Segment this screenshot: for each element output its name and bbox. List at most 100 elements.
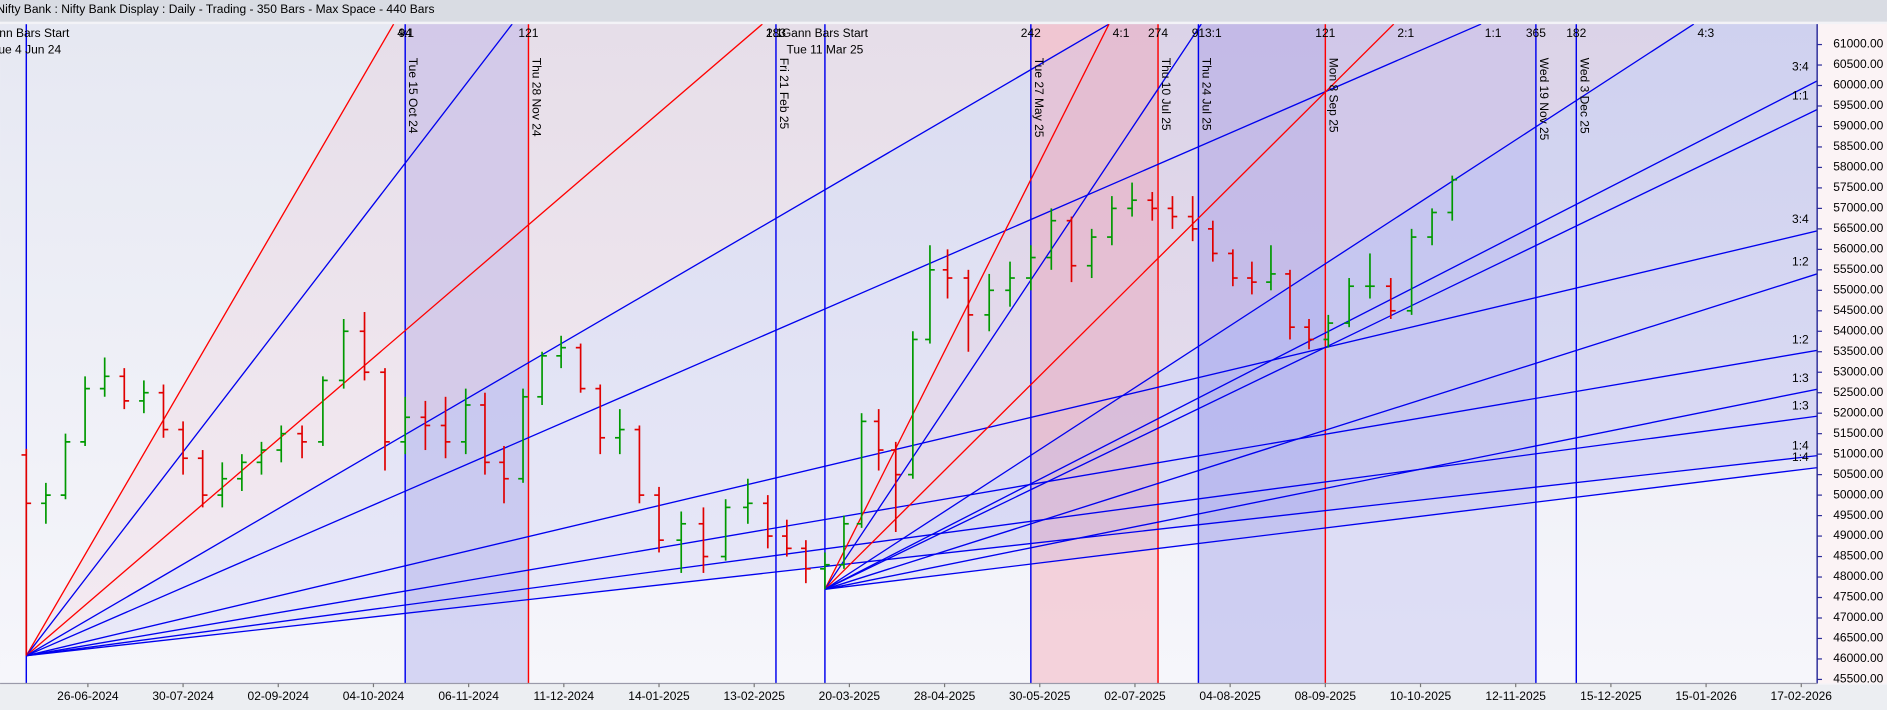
y-tick-label: 46000.00 bbox=[1833, 651, 1883, 665]
fan-line bbox=[25, 24, 1110, 657]
fan-label: 4:1 bbox=[397, 26, 414, 40]
fan-label: 3:4 bbox=[1792, 60, 1809, 74]
x-tick-label: 26-06-2024 bbox=[57, 689, 119, 703]
x-tick-label: 04-08-2025 bbox=[1199, 689, 1261, 703]
y-tick-label: 54000.00 bbox=[1833, 323, 1883, 337]
y-tick-label: 59500.00 bbox=[1833, 98, 1883, 112]
y-tick-label: 57500.00 bbox=[1833, 180, 1883, 194]
time-line-label: Tue 27 May 25 bbox=[1032, 58, 1046, 138]
y-tick-label: 58500.00 bbox=[1833, 139, 1883, 153]
fan-line bbox=[824, 388, 1818, 590]
time-line-label: Thu 24 Jul 25 bbox=[1199, 58, 1213, 131]
fan-label: 3:1 bbox=[1205, 26, 1222, 40]
fan-line bbox=[26, 455, 1818, 657]
x-tick-label: 12-11-2025 bbox=[1485, 689, 1546, 703]
y-tick-label: 60000.00 bbox=[1833, 78, 1883, 92]
y-tick-label: 53000.00 bbox=[1833, 364, 1883, 378]
y-tick-label: 59000.00 bbox=[1833, 119, 1883, 133]
x-tick-label: 30-07-2024 bbox=[152, 689, 214, 703]
y-tick-label: 47500.00 bbox=[1833, 590, 1883, 604]
fan-fill bbox=[26, 24, 1818, 656]
title-bar bbox=[0, 0, 1887, 22]
y-tick-label: 51500.00 bbox=[1833, 426, 1883, 440]
y-tick-label: 55500.00 bbox=[1833, 262, 1883, 276]
fan-label: 1:3 bbox=[1792, 399, 1809, 413]
fan-line bbox=[26, 230, 1818, 657]
fan-line bbox=[824, 24, 1202, 590]
bar-count-label: 274 bbox=[1148, 26, 1168, 40]
gann-start-title: Gann Bars Start bbox=[0, 26, 70, 40]
fan-label: 4:3 bbox=[1697, 26, 1714, 40]
fan-label: 4:1 bbox=[1113, 26, 1130, 40]
fan-label: 1:2 bbox=[1792, 254, 1809, 268]
date-axis-area bbox=[0, 684, 1887, 710]
y-tick-label: 54500.00 bbox=[1833, 303, 1883, 317]
y-tick-label: 51000.00 bbox=[1833, 446, 1883, 460]
fan-label: 2:1 bbox=[766, 26, 783, 40]
x-tick-label: 10-10-2025 bbox=[1390, 689, 1452, 703]
vertical-lines bbox=[25, 24, 1578, 684]
gann-start-date: Tue 11 Mar 25 bbox=[787, 43, 864, 57]
price-bars bbox=[21, 175, 1458, 656]
chart-title: Nifty Bank : Nifty Bank Display : Daily … bbox=[0, 2, 435, 16]
time-line-label: Mon 8 Sep 25 bbox=[1326, 58, 1340, 133]
price-axis-area bbox=[1818, 24, 1887, 684]
y-tick-label: 53500.00 bbox=[1833, 344, 1883, 358]
fan-label: 1:4 bbox=[1792, 450, 1809, 464]
bar-count-label: 365 bbox=[1526, 26, 1546, 40]
y-tick-label: 46500.00 bbox=[1833, 631, 1883, 645]
fan-label: 1:4 bbox=[1792, 438, 1809, 452]
time-line-label: Wed 19 Nov 25 bbox=[1537, 58, 1551, 141]
time-band bbox=[1030, 24, 1159, 684]
x-tick-label: 02-07-2025 bbox=[1104, 689, 1166, 703]
y-tick-label: 50500.00 bbox=[1833, 467, 1883, 481]
y-tick-label: 48000.00 bbox=[1833, 569, 1883, 583]
y-tick-label: 52000.00 bbox=[1833, 405, 1883, 419]
x-tick-label: 11-12-2024 bbox=[534, 689, 595, 703]
fan-line bbox=[824, 80, 1818, 590]
x-tick-label: 02-09-2024 bbox=[248, 689, 310, 703]
y-tick-label: 55000.00 bbox=[1833, 282, 1883, 296]
bar-count-label: 242 bbox=[1021, 26, 1041, 40]
y-tick-label: 56000.00 bbox=[1833, 242, 1883, 256]
fan-lines bbox=[25, 24, 1818, 657]
fan-label: 3:4 bbox=[1792, 212, 1809, 226]
y-tick-label: 50000.00 bbox=[1833, 487, 1883, 501]
y-tick-label: 48500.00 bbox=[1833, 549, 1883, 563]
time-line-label: Tue 15 Oct 24 bbox=[406, 58, 420, 134]
fan-line bbox=[824, 467, 1818, 590]
fan-fill bbox=[824, 24, 1818, 590]
y-tick-label: 45500.00 bbox=[1833, 672, 1883, 686]
bar-count-label: 91 bbox=[1192, 26, 1206, 40]
fan-line bbox=[26, 349, 1818, 657]
time-band bbox=[1198, 24, 1326, 684]
fan-label: 1:3 bbox=[1792, 371, 1809, 385]
y-tick-label: 58000.00 bbox=[1833, 160, 1883, 174]
fan-line bbox=[25, 24, 513, 657]
fan-line bbox=[25, 24, 395, 657]
fan-line bbox=[26, 415, 1818, 657]
fan-line bbox=[26, 24, 1482, 657]
x-tick-label: 13-02-2025 bbox=[723, 689, 785, 703]
fan-line bbox=[824, 24, 1110, 590]
time-line-label: Thu 28 Nov 24 bbox=[530, 58, 544, 137]
fan-line bbox=[824, 24, 1695, 590]
x-tick-label: 08-09-2025 bbox=[1295, 689, 1357, 703]
bar-count-label: 121 bbox=[518, 26, 538, 40]
x-tick-label: 15-01-2026 bbox=[1675, 689, 1737, 703]
y-tick-label: 49500.00 bbox=[1833, 508, 1883, 522]
time-line-label: Fri 21 Feb 25 bbox=[777, 58, 791, 130]
y-tick-label: 52500.00 bbox=[1833, 385, 1883, 399]
bar-count-label: 183 bbox=[766, 26, 786, 40]
x-tick-label: 04-10-2024 bbox=[343, 689, 405, 703]
axes bbox=[0, 24, 1822, 688]
fan-label: 1:1 bbox=[1485, 26, 1502, 40]
fan-label: 1:1 bbox=[1792, 88, 1809, 102]
gann-start-date: Tue 4 Jun 24 bbox=[0, 43, 61, 57]
y-tick-label: 56500.00 bbox=[1833, 221, 1883, 235]
x-tick-label: 06-11-2024 bbox=[438, 689, 499, 703]
labels: 45500.00 46000.00 46500.00 47000.00 47500.00… bbox=[0, 26, 1884, 703]
y-tick-label: 61000.00 bbox=[1833, 37, 1883, 51]
